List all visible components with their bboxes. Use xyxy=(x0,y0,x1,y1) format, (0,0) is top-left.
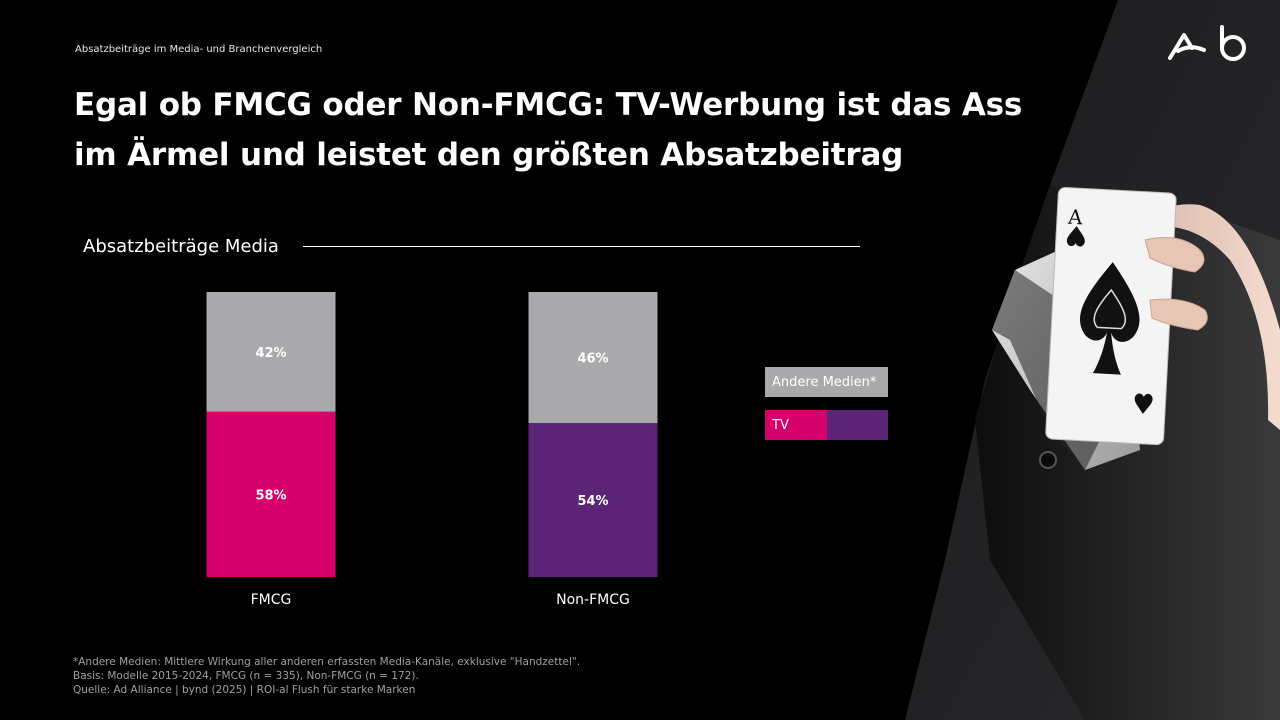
bar-other-media-fmcg xyxy=(206,292,336,412)
slide-title: Egal ob FMCG oder Non-FMCG: TV-Werbung i… xyxy=(74,87,1023,173)
data-label-tv-fmcg: 58% xyxy=(255,488,286,503)
footnote-source: Quelle: Ad Alliance | bynd (2025) | ROI-… xyxy=(73,684,416,696)
category-label-non-fmcg: Non-FMCG xyxy=(556,592,630,608)
legend-label-tv: TV xyxy=(772,417,789,433)
legend-label-other-media: Andere Medien* xyxy=(772,374,877,390)
section-divider xyxy=(303,246,860,247)
footnote-basis: Basis: Modelle 2015-2024, FMCG (n = 335)… xyxy=(73,670,419,682)
data-label-other-media-non-fmcg: 46% xyxy=(577,352,608,367)
slide-eyebrow: Absatzbeiträge im Media- und Branchenver… xyxy=(75,44,323,55)
category-label-fmcg: FMCG xyxy=(251,592,292,608)
bar-other-media-non-fmcg xyxy=(528,292,658,424)
svg-text:A: A xyxy=(1066,205,1083,230)
legend-item-tv: TV xyxy=(765,410,888,440)
bar-tv-non-fmcg xyxy=(528,423,658,577)
data-label-other-media-fmcg: 42% xyxy=(255,346,286,361)
data-label-tv-non-fmcg: 54% xyxy=(577,494,608,509)
footnote-other-media: *Andere Medien: Mittlere Wirkung aller a… xyxy=(73,656,581,668)
legend-item-other-media: Andere Medien* xyxy=(765,367,888,397)
footnotes: *Andere Medien: Mittlere Wirkung aller a… xyxy=(73,655,580,697)
brand-logo xyxy=(1168,25,1246,61)
chart-legend: Andere Medien* TV xyxy=(765,367,888,453)
chart-section-label: Absatzbeiträge Media xyxy=(83,236,279,257)
bar-tv-fmcg xyxy=(206,411,336,577)
